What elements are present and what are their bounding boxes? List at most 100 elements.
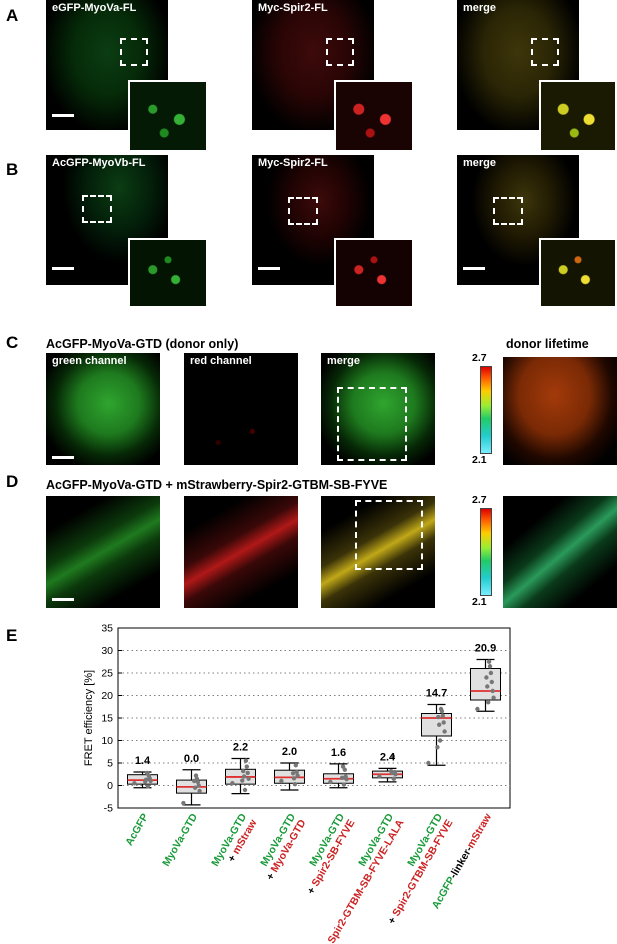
data-point [279, 778, 284, 784]
zoom-region-box [288, 197, 318, 225]
data-point [484, 675, 489, 680]
scale-bar [52, 114, 74, 117]
panel-label-d: D [6, 472, 19, 491]
image-label: green channel [52, 355, 127, 367]
data-point [340, 764, 346, 769]
data-point [143, 779, 148, 784]
data-point [241, 768, 246, 774]
data-point [230, 781, 235, 786]
micrograph-c-red: red channel [184, 353, 298, 465]
data-point [193, 773, 199, 778]
data-point [436, 714, 441, 720]
data-point [290, 771, 296, 776]
data-point [486, 659, 492, 664]
panel-label-a: A [6, 6, 19, 25]
lifetime-colorbar [480, 366, 492, 454]
mean-value-label: 20.9 [475, 643, 496, 655]
image-label: red channel [190, 355, 252, 367]
data-point [489, 679, 494, 685]
data-point [426, 760, 431, 766]
lifetime-map-d [503, 496, 617, 608]
lifetime-map-c [503, 357, 617, 465]
image-label: eGFP-MyoVa-FL [52, 2, 137, 14]
row-d-title: AcGFP-MyoVa-GTD + mStrawberry-Spir2-GTBM… [46, 478, 388, 492]
micrograph-b-myc: Myc-Spir2-FL [252, 155, 374, 285]
data-point [435, 745, 440, 750]
data-point [292, 781, 298, 787]
category-label: MyoVa-GTD [160, 811, 200, 868]
chart-plot-group: -5 0 5 10 15 20 25 30 35 FRET efficiency [%] 1.4 0.… [83, 623, 511, 944]
category-label-part: + [321, 940, 336, 944]
fret-efficiency-chart: -5 0 5 10 15 20 25 30 35 FRET efficiency [%] 1.4 0.… [83, 623, 511, 944]
mean-value-label: 1.4 [135, 755, 151, 767]
data-point [192, 785, 198, 790]
micrograph-d-merge [321, 496, 435, 608]
y-tick-label: -5 [104, 803, 113, 815]
data-point [475, 706, 480, 712]
y-axis-label: FRET efficiency [%] [83, 670, 95, 766]
zoom-inset-b-merge [539, 238, 617, 308]
data-point [491, 695, 496, 700]
data-point [144, 770, 150, 776]
zoom-inset-b-acgfp [128, 238, 208, 308]
data-point [438, 706, 444, 712]
y-tick-label: 0 [107, 780, 113, 792]
data-point [293, 763, 298, 768]
data-point [244, 764, 249, 769]
data-point [437, 738, 443, 743]
category-label: AcGFP [123, 812, 151, 848]
scale-bar [52, 456, 74, 459]
scale-bar [258, 267, 280, 270]
data-point [241, 774, 247, 779]
image-label: merge [463, 2, 497, 14]
y-tick-label: 35 [101, 623, 113, 635]
data-point [377, 774, 382, 779]
category-label-part: MyoVa-GTD [160, 811, 200, 868]
category-label-line: AcGFP [123, 812, 151, 848]
zoom-inset-a-egfp [128, 80, 208, 152]
scale-bar [52, 267, 74, 270]
mean-value-label: 2.2 [233, 742, 248, 754]
colorbar-max: 2.7 [472, 494, 487, 506]
data-point [196, 783, 201, 788]
category-label-part: AcGFP [430, 875, 458, 911]
data-point [246, 776, 251, 781]
data-point [192, 778, 197, 784]
category-label-line: MyoVa-GTD [160, 811, 200, 868]
data-point [485, 684, 490, 689]
data-point [440, 713, 445, 718]
data-point [437, 722, 442, 727]
category-label-part: mStraw [465, 811, 495, 851]
mean-value-label: 1.6 [331, 747, 346, 759]
micrograph-d-red [184, 496, 298, 608]
zoom-region-box [326, 38, 354, 66]
colorbar-min: 2.1 [472, 596, 487, 608]
micrograph-c-merge: merge [321, 353, 435, 465]
data-point [242, 787, 248, 793]
category-label-part: -linker- [447, 844, 475, 881]
data-point [341, 782, 347, 787]
zoom-inset-b-myc [334, 238, 414, 308]
data-point [328, 779, 333, 785]
data-point [442, 729, 447, 734]
data-point [339, 775, 345, 781]
data-point [145, 784, 151, 789]
mean-value-label: 14.7 [426, 688, 447, 700]
data-point [291, 776, 297, 781]
y-tick-label: 15 [101, 713, 113, 725]
mean-value-label: 0.0 [184, 753, 199, 765]
zoom-region-box [120, 38, 148, 66]
data-point [487, 664, 493, 669]
category-label-part: AcGFP [123, 812, 151, 848]
data-point [197, 788, 202, 794]
data-point [388, 768, 394, 774]
image-label: Myc-Spir2-FL [258, 2, 328, 14]
category-label: MyoVa-GTD+ MyoVa-GTD [254, 811, 309, 882]
zoom-inset-a-myc [334, 80, 414, 152]
scale-bar [463, 267, 485, 270]
colorbar-min: 2.1 [472, 454, 487, 466]
zoom-region-box [531, 38, 559, 66]
y-tick-label: 20 [101, 690, 113, 702]
data-point [181, 800, 186, 806]
micrograph-d-green [46, 496, 160, 608]
